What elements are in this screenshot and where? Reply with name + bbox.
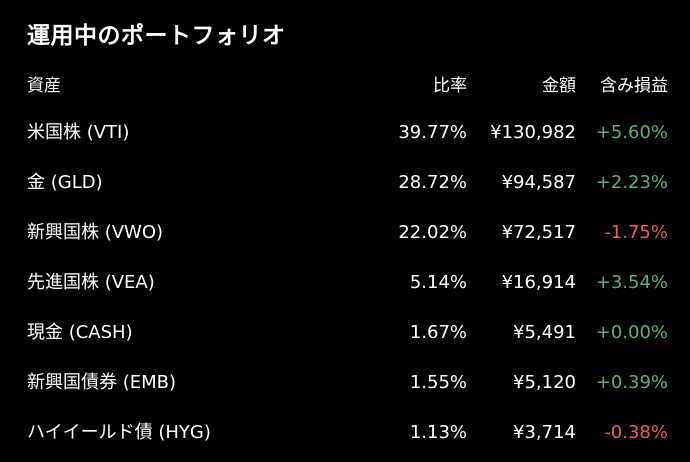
column-header-unrealized-pl: 含み損益	[600, 76, 668, 96]
asset-name: 現金 (CASH)	[27, 322, 133, 343]
asset-ratio: 22.02%	[398, 222, 467, 243]
table-row[interactable]: 米国株 (VTI) 39.77% ¥130,982 +5.60%	[27, 108, 668, 158]
table-row[interactable]: 新興国株 (VWO) 22.02% ¥72,517 -1.75%	[27, 208, 668, 258]
asset-amount: ¥72,517	[501, 222, 576, 243]
table-row[interactable]: 新興国債券 (EMB) 1.55% ¥5,120 +0.39%	[27, 358, 668, 408]
asset-name: 先進国株 (VEA)	[27, 272, 155, 293]
asset-name: 米国株 (VTI)	[27, 122, 130, 143]
asset-amount: ¥94,587	[501, 172, 576, 193]
asset-unrealized-pl: +2.23%	[595, 172, 668, 193]
table-row[interactable]: ハイイールド債 (HYG) 1.13% ¥3,714 -0.38%	[27, 408, 668, 458]
asset-name: ハイイールド債 (HYG)	[27, 422, 211, 443]
page-title: 運用中のポートフォリオ	[27, 23, 286, 49]
asset-amount: ¥5,120	[513, 372, 576, 393]
asset-name: 金 (GLD)	[27, 172, 103, 193]
asset-unrealized-pl: +5.60%	[595, 122, 668, 143]
asset-ratio: 28.72%	[398, 172, 467, 193]
column-header-asset: 資産	[27, 76, 61, 96]
column-header-amount: 金額	[542, 76, 576, 96]
table-header: 資産 比率 金額 含み損益	[27, 64, 668, 108]
asset-ratio: 5.14%	[409, 272, 467, 293]
table-row[interactable]: 現金 (CASH) 1.67% ¥5,491 +0.00%	[27, 308, 668, 358]
asset-ratio: 1.13%	[409, 422, 467, 443]
portfolio-table: 資産 比率 金額 含み損益 米国株 (VTI) 39.77% ¥130,982 …	[27, 64, 668, 458]
asset-amount: ¥130,982	[490, 122, 576, 143]
asset-unrealized-pl: +0.39%	[595, 372, 668, 393]
asset-ratio: 39.77%	[398, 122, 467, 143]
asset-ratio: 1.55%	[409, 372, 467, 393]
asset-amount: ¥3,714	[513, 422, 576, 443]
asset-ratio: 1.67%	[409, 322, 467, 343]
column-header-ratio: 比率	[433, 76, 467, 96]
table-row[interactable]: 金 (GLD) 28.72% ¥94,587 +2.23%	[27, 158, 668, 208]
asset-amount: ¥16,914	[501, 272, 576, 293]
asset-name: 新興国債券 (EMB)	[27, 372, 177, 393]
asset-amount: ¥5,491	[513, 322, 576, 343]
asset-unrealized-pl: -0.38%	[604, 422, 668, 443]
table-row[interactable]: 先進国株 (VEA) 5.14% ¥16,914 +3.54%	[27, 258, 668, 308]
asset-unrealized-pl: +3.54%	[595, 272, 668, 293]
asset-unrealized-pl: +0.00%	[595, 322, 668, 343]
asset-unrealized-pl: -1.75%	[604, 222, 668, 243]
asset-name: 新興国株 (VWO)	[27, 222, 164, 243]
